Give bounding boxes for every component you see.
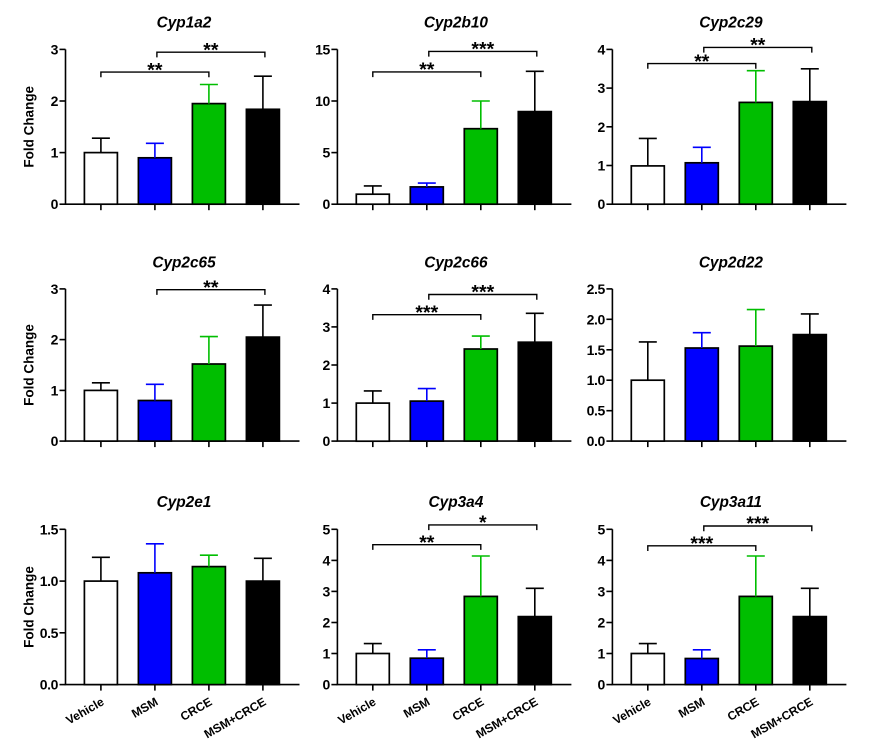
svg-text:***: *** [690,533,713,555]
svg-text:**: ** [203,39,219,61]
svg-text:***: *** [471,39,494,61]
svg-text:**: ** [750,35,766,57]
svg-text:4: 4 [323,281,331,297]
svg-text:Cyp3a11: Cyp3a11 [700,494,762,511]
svg-text:4: 4 [323,552,331,568]
svg-text:0: 0 [598,677,606,693]
svg-text:Cyp2b10: Cyp2b10 [424,15,489,32]
svg-text:0.5: 0.5 [587,403,606,419]
svg-text:1.0: 1.0 [587,372,606,388]
svg-text:*: * [479,512,487,534]
svg-text:**: ** [147,59,163,81]
svg-text:0.0: 0.0 [587,433,606,449]
svg-text:3: 3 [598,583,606,599]
svg-text:2: 2 [323,357,331,373]
svg-text:1: 1 [323,646,331,662]
svg-text:1: 1 [598,646,606,662]
svg-text:1.0: 1.0 [40,573,59,589]
svg-text:0.0: 0.0 [40,677,59,693]
svg-text:1: 1 [323,395,331,411]
svg-text:3: 3 [323,583,331,599]
svg-text:3: 3 [598,80,606,96]
svg-text:3: 3 [51,281,59,297]
svg-text:1.5: 1.5 [40,521,59,537]
svg-text:2: 2 [323,615,331,631]
svg-text:5: 5 [323,521,331,537]
svg-text:1: 1 [51,145,59,161]
svg-text:2: 2 [51,332,59,348]
svg-text:**: ** [203,277,219,299]
svg-text:**: ** [419,532,435,554]
svg-text:Cyp2d22: Cyp2d22 [699,254,764,271]
svg-text:***: *** [415,302,438,324]
svg-text:***: *** [471,282,494,304]
svg-text:2: 2 [51,93,59,109]
svg-text:0: 0 [323,433,331,449]
svg-text:0: 0 [598,196,606,212]
svg-text:0: 0 [323,196,331,212]
svg-text:Cyp3a4: Cyp3a4 [429,494,484,511]
svg-text:**: ** [694,51,710,73]
svg-text:10: 10 [315,93,330,109]
svg-text:Cyp2c66: Cyp2c66 [424,254,488,271]
svg-text:15: 15 [315,41,330,57]
svg-text:2.5: 2.5 [587,281,606,297]
svg-text:Fold Change: Fold Change [22,324,37,406]
svg-text:Cyp2e1: Cyp2e1 [157,494,212,511]
svg-text:5: 5 [598,521,606,537]
svg-text:Cyp2c65: Cyp2c65 [152,254,216,271]
svg-text:4: 4 [598,552,606,568]
svg-text:3: 3 [323,319,331,335]
svg-text:1: 1 [51,382,59,398]
svg-text:Fold Change: Fold Change [22,85,37,167]
svg-text:2: 2 [598,119,606,135]
svg-text:**: ** [419,59,435,81]
svg-text:Cyp1a2: Cyp1a2 [157,15,212,32]
svg-text:0: 0 [51,433,59,449]
svg-text:1.5: 1.5 [587,342,606,358]
svg-text:2: 2 [598,615,606,631]
svg-text:3: 3 [51,41,59,57]
svg-text:2.0: 2.0 [587,311,606,327]
svg-text:0.5: 0.5 [40,625,59,641]
svg-text:***: *** [746,513,769,535]
svg-text:1: 1 [598,158,606,174]
svg-text:0: 0 [323,677,331,693]
svg-text:5: 5 [323,145,331,161]
svg-text:Fold Change: Fold Change [22,566,37,648]
svg-text:Cyp2c29: Cyp2c29 [699,15,763,32]
svg-text:0: 0 [51,196,59,212]
svg-text:4: 4 [598,41,606,57]
